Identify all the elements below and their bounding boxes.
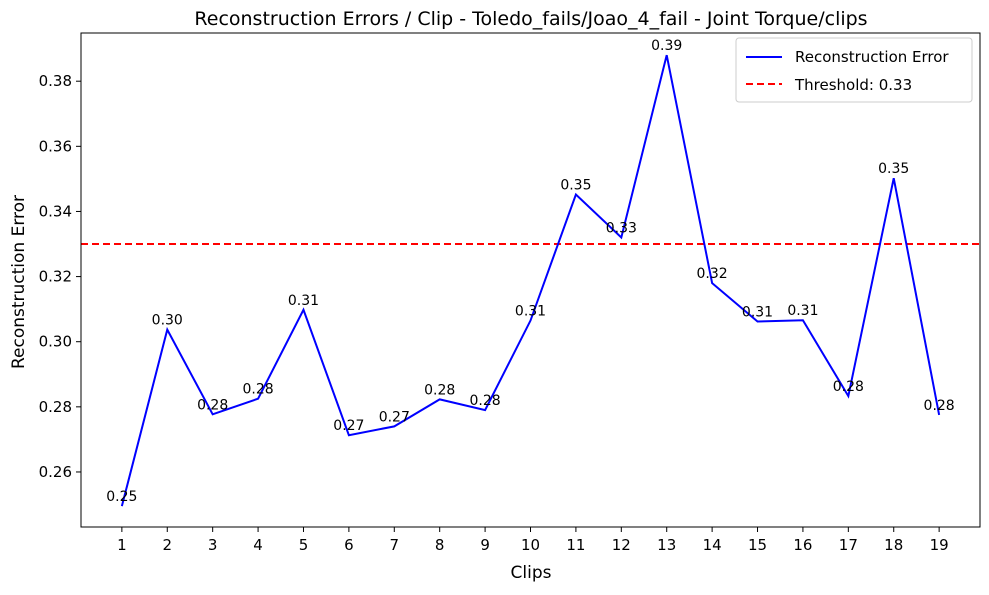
data-label: 0.31 [787, 303, 818, 319]
x-tick-label: 13 [657, 536, 676, 554]
x-tick-label: 3 [208, 536, 218, 554]
data-label: 0.35 [560, 178, 591, 194]
x-tick-label: 15 [748, 536, 767, 554]
series-line-reconstruction-error [122, 55, 939, 506]
data-label: 0.39 [651, 38, 682, 54]
y-tick-label: 0.30 [39, 333, 72, 351]
legend-label-threshold: Threshold: 0.33 [794, 76, 912, 94]
y-tick-label: 0.34 [39, 202, 72, 220]
x-tick-label: 10 [521, 536, 540, 554]
data-label: 0.32 [697, 266, 728, 282]
y-tick-label: 0.26 [39, 463, 72, 481]
x-axis-label: Clips [511, 563, 552, 583]
x-tick-label: 2 [162, 536, 172, 554]
data-label: 0.30 [152, 313, 183, 329]
data-label: 0.33 [606, 221, 637, 237]
plot-area: 0.25 0.30 0.28 0.28 0.31 0.27 0.27 0.28 0.28 0.31… [39, 33, 980, 554]
x-tick-label: 14 [703, 536, 722, 554]
data-label: 0.28 [924, 398, 955, 414]
data-label: 0.31 [742, 305, 773, 321]
y-axis-label: Reconstruction Error [9, 195, 29, 369]
data-label: 0.31 [288, 293, 319, 309]
x-tick-label: 9 [480, 536, 490, 554]
x-tick-label: 5 [299, 536, 309, 554]
legend-label-reconstruction-error: Reconstruction Error [795, 48, 949, 66]
data-label: 0.25 [106, 489, 137, 505]
data-label: 0.28 [242, 382, 273, 398]
chart-title: Reconstruction Errors / Clip - Toledo_fa… [194, 8, 867, 30]
x-tick-label: 12 [612, 536, 631, 554]
x-tick-label: 19 [930, 536, 949, 554]
x-tick-label: 11 [566, 536, 585, 554]
x-tick-label: 17 [839, 536, 858, 554]
x-tick-label: 6 [344, 536, 354, 554]
data-label: 0.28 [424, 382, 455, 398]
plot-frame [81, 33, 980, 527]
y-tick-label: 0.28 [39, 398, 72, 416]
x-tick-label: 1 [117, 536, 127, 554]
y-tick-label: 0.36 [39, 137, 72, 155]
x-tick-label: 18 [884, 536, 903, 554]
data-label: 0.28 [470, 393, 501, 409]
data-label: 0.31 [515, 304, 546, 320]
data-label: 0.28 [197, 397, 228, 413]
y-tick-label: 0.32 [39, 268, 72, 286]
y-tick-label: 0.38 [39, 72, 72, 90]
data-label: 0.28 [833, 379, 864, 395]
legend: Reconstruction Error Threshold: 0.33 [736, 38, 972, 102]
x-tick-label: 4 [253, 536, 263, 554]
x-tick-label: 7 [390, 536, 400, 554]
data-label: 0.27 [379, 409, 410, 425]
data-label: 0.35 [878, 161, 909, 177]
x-tick-label: 16 [793, 536, 812, 554]
x-tick-label: 8 [435, 536, 445, 554]
data-label: 0.27 [333, 418, 364, 434]
